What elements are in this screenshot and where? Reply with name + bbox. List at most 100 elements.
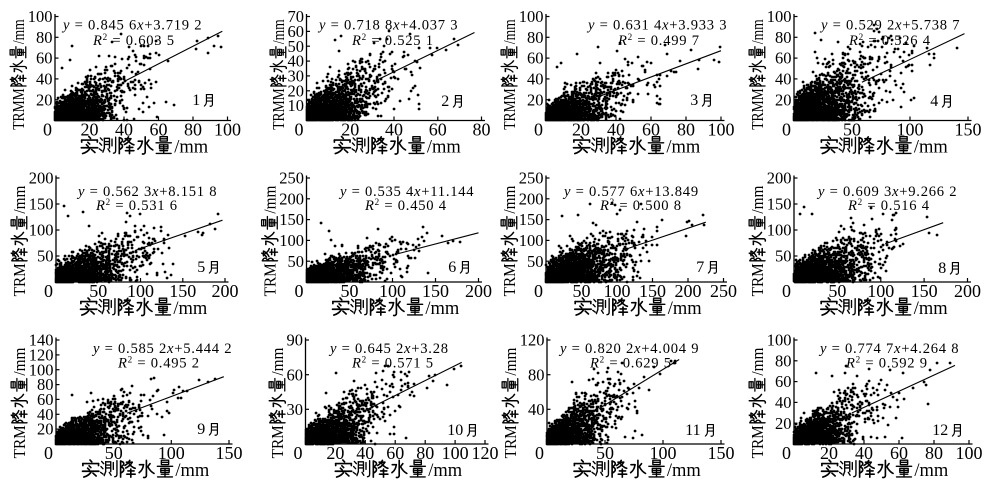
svg-text:50: 50 [843, 120, 861, 140]
svg-text:40: 40 [527, 70, 544, 89]
svg-text:200: 200 [767, 169, 792, 188]
svg-text:/mm: /mm [914, 138, 949, 158]
svg-text:y = 0.562 3x+8.151 8: y = 0.562 3x+8.151 8 [76, 184, 217, 200]
svg-text:250: 250 [279, 169, 304, 188]
svg-text:20: 20 [288, 81, 305, 100]
svg-text:0: 0 [534, 281, 543, 301]
svg-text:40: 40 [775, 393, 792, 412]
svg-text:150: 150 [169, 281, 196, 301]
svg-text:100: 100 [708, 120, 735, 140]
svg-text:20: 20 [36, 90, 53, 109]
svg-text:60: 60 [527, 49, 544, 68]
svg-text:R2 = 0.571 5: R2 = 0.571 5 [351, 355, 434, 372]
svg-text:40: 40 [356, 443, 374, 463]
svg-text:/mm: /mm [173, 299, 208, 319]
svg-text:200: 200 [675, 281, 702, 301]
svg-text:20: 20 [775, 414, 792, 433]
svg-text:100: 100 [897, 120, 924, 140]
svg-text:100: 100 [650, 443, 677, 463]
svg-text:60: 60 [775, 372, 792, 391]
svg-text:/mm: /mm [750, 185, 768, 213]
svg-text:0: 0 [782, 281, 791, 301]
svg-text:100: 100 [867, 281, 894, 301]
svg-text:0: 0 [43, 120, 52, 140]
svg-text:11: 11 [685, 422, 700, 439]
svg-text:0: 0 [782, 443, 791, 463]
svg-text:60: 60 [642, 120, 660, 140]
svg-text:150: 150 [216, 443, 243, 463]
svg-text:80: 80 [925, 443, 943, 463]
svg-text:4: 4 [930, 93, 938, 110]
svg-text:y = 0.718 8x+4.037 3: y = 0.718 8x+4.037 3 [317, 18, 458, 34]
svg-text:12: 12 [932, 422, 948, 439]
svg-text:y = 0.529 2x+5.738 7: y = 0.529 2x+5.738 7 [819, 18, 960, 34]
svg-text:50: 50 [288, 252, 305, 271]
svg-text:120: 120 [29, 346, 54, 365]
svg-text:8: 8 [938, 260, 946, 277]
svg-text:80: 80 [527, 28, 544, 47]
svg-text:TRM: TRM [262, 263, 280, 296]
svg-text:40: 40 [385, 120, 403, 140]
svg-text:TRM: TRM [270, 425, 288, 458]
svg-text:20: 20 [527, 90, 544, 109]
svg-text:100: 100 [158, 443, 185, 463]
svg-text:60: 60 [429, 120, 447, 140]
svg-text:/mm: /mm [750, 347, 768, 375]
svg-text:120: 120 [472, 443, 499, 463]
svg-text:250: 250 [519, 169, 544, 188]
svg-text:200: 200 [212, 281, 239, 301]
svg-text:50: 50 [828, 281, 846, 301]
svg-text:/mm: /mm [666, 138, 701, 158]
svg-text:y = 0.577 6x+13.849: y = 0.577 6x+13.849 [562, 184, 699, 200]
svg-text:60: 60 [37, 390, 54, 409]
svg-text:40: 40 [37, 405, 54, 424]
svg-text:/mm: /mm [502, 185, 520, 213]
svg-text:20: 20 [572, 120, 590, 140]
svg-text:20: 20 [820, 443, 838, 463]
svg-text:80: 80 [37, 375, 54, 394]
svg-text:200: 200 [465, 281, 492, 301]
svg-text:10: 10 [288, 96, 305, 115]
svg-text:100: 100 [519, 231, 544, 250]
svg-text:50: 50 [775, 247, 792, 266]
svg-text:50: 50 [527, 252, 544, 271]
svg-text:40: 40 [115, 120, 133, 140]
svg-text:60: 60 [287, 365, 304, 384]
svg-text:100: 100 [29, 360, 54, 379]
svg-text:/mm: /mm [503, 347, 521, 375]
svg-text:/mm: /mm [749, 19, 768, 44]
svg-text:R2 = 0.603 5: R2 = 0.603 5 [92, 32, 175, 49]
svg-text:2: 2 [441, 93, 449, 110]
svg-text:100: 100 [379, 281, 406, 301]
svg-text:150: 150 [911, 281, 938, 301]
svg-text:/mm: /mm [428, 461, 463, 481]
svg-text:80: 80 [775, 351, 792, 370]
svg-text:50: 50 [573, 281, 591, 301]
svg-text:/mm: /mm [667, 461, 702, 481]
svg-text:200: 200 [29, 169, 54, 188]
svg-text:100: 100 [604, 281, 631, 301]
svg-text:120: 120 [520, 331, 545, 350]
svg-text:50: 50 [288, 37, 305, 56]
svg-text:100: 100 [279, 231, 304, 250]
svg-text:150: 150 [767, 195, 792, 214]
svg-text:50: 50 [89, 281, 107, 301]
svg-text:R2 = 0.516 4: R2 = 0.516 4 [847, 197, 930, 214]
svg-text:y = 0.535 4x+11.144: y = 0.535 4x+11.144 [338, 184, 474, 200]
svg-text:200: 200 [954, 281, 981, 301]
svg-text:/mm: /mm [12, 347, 30, 375]
svg-text:100: 100 [767, 7, 792, 26]
svg-text:6: 6 [448, 259, 456, 276]
svg-text:60: 60 [288, 22, 305, 41]
svg-text:R2 = 0.592 9: R2 = 0.592 9 [845, 355, 928, 372]
svg-text:y = 0.631 4x+3.933 3: y = 0.631 4x+3.933 3 [586, 18, 727, 34]
svg-text:TRMM: TRMM [749, 88, 768, 130]
svg-text:100: 100 [767, 331, 792, 350]
svg-text:200: 200 [279, 189, 304, 208]
svg-text:TRM: TRM [12, 263, 30, 296]
svg-text:150: 150 [955, 120, 982, 140]
svg-text:150: 150 [279, 210, 304, 229]
svg-text:R2 = 0.531 6: R2 = 0.531 6 [95, 197, 178, 214]
svg-text:/mm: /mm [425, 299, 460, 319]
svg-text:/mm: /mm [914, 461, 949, 481]
